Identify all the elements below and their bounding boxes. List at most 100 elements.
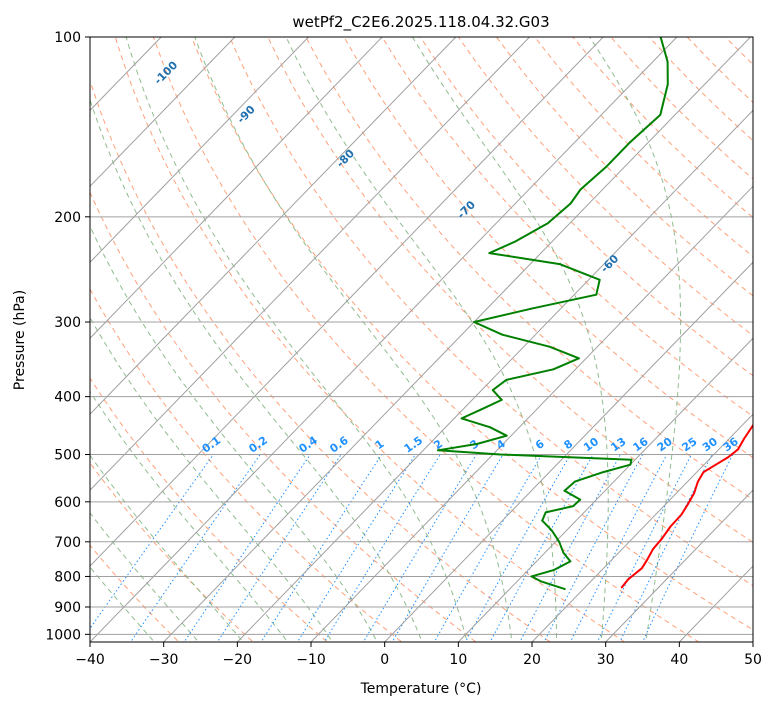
- sounding-point: [770, 402, 772, 404]
- moist-adiabat-line: [285, 37, 558, 642]
- sounding-point: [558, 540, 561, 543]
- sounding-point: [577, 357, 580, 360]
- sounding-point: [666, 60, 669, 63]
- sounding-point: [499, 453, 502, 456]
- sounding-point: [437, 449, 439, 452]
- moist-adiabat-line: [125, 37, 468, 642]
- chart-title: wetPf2_C2E6.2025.118.04.32.G03: [292, 13, 549, 32]
- sounding-point: [602, 471, 605, 473]
- sounding-point: [743, 437, 746, 440]
- sounding-point: [552, 368, 555, 371]
- dry-adiabat-line: [764, 37, 775, 647]
- sounding-point: [460, 417, 463, 420]
- sounding-point: [598, 278, 601, 281]
- moist-adiabat-line: [90, 225, 378, 642]
- sounding-point: [480, 408, 483, 411]
- x-axis: −40 −30 −20 −10 0 10 20 30 40 50: [75, 642, 762, 668]
- y-tick-label: 100: [54, 30, 81, 46]
- sounding-point: [548, 345, 551, 348]
- skewed-isotherms: [90, 37, 753, 642]
- sounding-point: [626, 578, 629, 581]
- dry-adiabat-line: [496, 37, 753, 297]
- mixing-ratio-label: 8: [562, 437, 576, 452]
- moist-adiabats: [90, 37, 682, 642]
- dry-adiabat-label: -50: [762, 296, 775, 319]
- sounding-point: [595, 293, 598, 296]
- mixing-ratio-line: [183, 454, 311, 642]
- moist-adiabat-line: [90, 566, 156, 642]
- dry-adiabat-line: [114, 37, 626, 642]
- sounding-point: [505, 434, 508, 437]
- x-tick-label: 20: [523, 652, 541, 668]
- plot-frame: [89, 36, 754, 643]
- x-tick-label: −30: [149, 652, 179, 668]
- pressure-gridlines: [90, 37, 753, 635]
- moist-adiabat-line: [589, 37, 682, 642]
- moist-adiabat-line: [90, 512, 200, 642]
- mixing-ratio-line: [642, 454, 734, 642]
- moist-adiabat-line: [194, 37, 513, 642]
- mixing-ratio-line: [260, 454, 383, 642]
- y-tick-label: 800: [54, 569, 81, 585]
- moist-adiabat-line: [90, 316, 333, 642]
- y-axis: 1000 900 800 700 600 500 400 300 200 100: [45, 30, 90, 643]
- dry-adiabat-line: [90, 191, 477, 642]
- dry-adiabat-line: [572, 37, 753, 219]
- mixing-ratio-line: [489, 454, 594, 642]
- x-tick-label: 50: [744, 652, 762, 668]
- dry-adiabat-line: [191, 37, 753, 631]
- y-tick-label: 300: [54, 315, 81, 331]
- moist-adiabat-line: [90, 390, 289, 642]
- dry-adiabat-line: [457, 37, 753, 337]
- mixing-ratio-label: 0.4: [297, 434, 321, 456]
- sounding-point: [553, 568, 555, 571]
- sounding-point: [488, 252, 491, 254]
- sounding-point: [605, 166, 607, 168]
- skewed-isotherm: [90, 37, 604, 567]
- y-tick-label: 500: [54, 448, 81, 464]
- sounding-point: [755, 420, 757, 422]
- dry-adiabat-line: [152, 37, 700, 642]
- dry-adiabat-line: [90, 288, 403, 642]
- mixing-ratio-line: [391, 454, 504, 642]
- x-tick-label: 0: [380, 652, 389, 668]
- sounding-point: [693, 492, 696, 494]
- x-tick-label: −40: [75, 652, 105, 668]
- skewed-isotherm: [90, 37, 383, 339]
- sounding-point: [737, 448, 739, 451]
- skewed-isotherm: [605, 489, 753, 642]
- y-axis-label: Pressure (hPa): [12, 290, 28, 390]
- dry-adiabat-line: [229, 37, 753, 587]
- mixing-ratio-line: [90, 454, 214, 630]
- dry-adiabat-label: -60: [598, 252, 621, 275]
- dry-adiabat-line: [90, 377, 329, 642]
- sounding-point: [569, 202, 572, 205]
- skewed-isotherm: [90, 37, 236, 188]
- skewed-isotherm: [384, 261, 753, 642]
- y-tick-label: 600: [54, 495, 81, 511]
- sounding-point: [539, 580, 542, 583]
- mixing-ratio-line: [362, 454, 477, 642]
- sounding-point: [661, 537, 664, 539]
- skewed-isotherm: [531, 413, 753, 642]
- dry-adiabat-line: [610, 37, 753, 180]
- sounding-point: [541, 519, 544, 522]
- mixing-ratio-line: [433, 454, 543, 642]
- dry-adiabat-label: -70: [455, 198, 478, 221]
- sounding-point: [579, 498, 582, 501]
- sounding-point: [620, 586, 623, 589]
- sounding-series: [437, 37, 772, 591]
- skewed-isotherm: [163, 37, 751, 642]
- mixing-ratio-label: 6: [533, 437, 547, 452]
- sounding-point: [558, 263, 561, 266]
- sounding-point: [659, 113, 662, 116]
- skewed-isotherm: [90, 37, 530, 491]
- sounding-point: [697, 480, 699, 483]
- dry-adiabat-label: -80: [334, 147, 357, 170]
- sounding-point: [629, 141, 631, 144]
- skewed-isotherm: [90, 37, 678, 642]
- dry-adiabat-line: [686, 37, 753, 104]
- sounding-point: [514, 240, 517, 243]
- plot-area: -100-90-80-70-60-50-40-30-20-10010203040…: [90, 37, 775, 647]
- mixing-ratio-line: [569, 454, 668, 642]
